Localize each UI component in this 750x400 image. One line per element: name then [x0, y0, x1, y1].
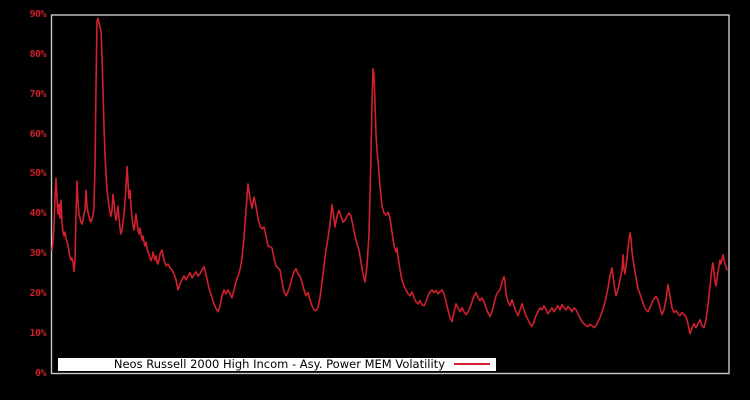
y-tick-label: 70% [29, 88, 46, 100]
y-tick-label: 30% [29, 248, 46, 259]
y-tick-label: 20% [29, 287, 46, 299]
y-tick-label: 40% [29, 208, 46, 220]
volatility-line [51, 17, 728, 335]
y-tick-label: 50% [29, 168, 46, 180]
legend-label: Neos Russell 2000 High Incom - Asy. Powe… [113, 356, 445, 371]
y-tick-label: 10% [29, 327, 46, 339]
legend: Neos Russell 2000 High Incom - Asy. Powe… [58, 356, 496, 371]
legend-line-swatch [454, 363, 490, 365]
y-tick-label: 0% [34, 367, 47, 379]
plot-border [50, 14, 730, 375]
y-tick-label: 80% [29, 48, 46, 60]
y-tick-label: 60% [29, 128, 46, 140]
y-tick-label: 90% [29, 9, 46, 20]
